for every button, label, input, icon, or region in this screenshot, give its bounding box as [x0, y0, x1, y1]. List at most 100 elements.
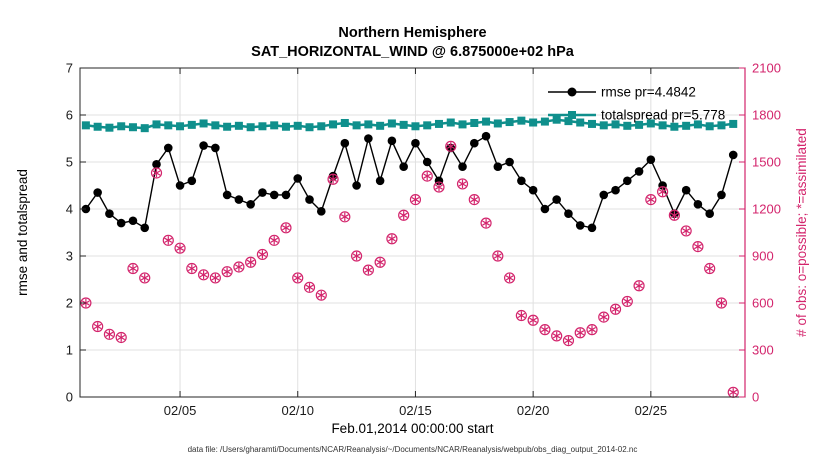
totalspread-marker [81, 121, 90, 130]
obs-marker [256, 248, 269, 261]
x-tick: 02/15 [399, 403, 432, 418]
totalspread-marker [611, 120, 620, 129]
totalspread-marker [234, 121, 243, 130]
totalspread-marker [552, 115, 561, 124]
totalspread-marker [623, 121, 632, 130]
totalspread-marker [564, 117, 573, 126]
totalspread-marker [682, 121, 691, 130]
obs-marker [127, 262, 139, 275]
obs-marker [468, 194, 480, 206]
rmse-marker [611, 185, 620, 195]
obs-marker [186, 262, 198, 275]
obs-marker [668, 209, 680, 221]
obs-marker [574, 327, 586, 339]
rmse-marker [717, 190, 726, 200]
y-tick-right: 1200 [752, 202, 781, 217]
totalspread-marker [387, 119, 396, 128]
totalspread-marker [376, 121, 385, 130]
legend: rmse pr=4.4842 totalspread pr=5.778 [548, 85, 725, 123]
obs-marker [480, 217, 492, 229]
y-tick-right: 1800 [752, 108, 781, 123]
totalspread-marker [352, 121, 361, 130]
rmse-marker [364, 134, 373, 143]
rmse-marker [375, 176, 385, 186]
obs-marker [92, 320, 104, 333]
totalspread-marker [482, 117, 491, 126]
totalspread-marker [434, 119, 443, 128]
y-tick-right: 0 [752, 390, 759, 405]
rmse-marker [493, 162, 503, 171]
obs-marker [515, 309, 527, 322]
totalspread-marker [305, 123, 314, 132]
obs-marker [586, 324, 598, 336]
x-tick: 02/10 [281, 403, 314, 418]
totalspread-marker [199, 119, 208, 128]
obs-marker [645, 194, 657, 206]
y-tick-right: 300 [752, 343, 774, 358]
rmse-marker [540, 204, 550, 214]
obs-marker [398, 209, 410, 221]
totalspread-marker [258, 122, 267, 131]
obs-marker [657, 186, 669, 198]
rmse-marker [634, 167, 644, 176]
obs-marker [609, 303, 622, 315]
totalspread-marker [317, 122, 326, 131]
obs-marker [245, 256, 257, 268]
caption: data file: /Users/gharamti/Documents/NCA… [188, 445, 638, 454]
obs-marker [445, 140, 457, 152]
obs-marker [715, 297, 728, 309]
y-tick-left: 5 [66, 155, 73, 170]
totalspread-marker [505, 118, 514, 127]
totalspread-marker [340, 118, 349, 127]
rmse-marker [517, 176, 526, 186]
rmse-marker [411, 138, 420, 148]
obs-marker [268, 234, 280, 246]
rmse-marker [469, 138, 479, 148]
x-tick: 02/05 [164, 403, 197, 418]
legend-spread-marker [568, 111, 576, 119]
rmse-marker [728, 150, 738, 160]
series-obs [80, 140, 739, 398]
rmse-marker [105, 209, 114, 218]
totalspread-marker [117, 122, 126, 131]
totalspread-marker [540, 117, 549, 126]
obs-marker [197, 269, 210, 281]
rmse-marker [305, 195, 314, 204]
totalspread-marker [105, 123, 114, 132]
obs-marker [386, 233, 398, 245]
y-tick-right: 900 [752, 249, 774, 264]
y-tick-left: 3 [66, 249, 73, 264]
rmse-marker [681, 185, 691, 195]
rmse-marker [399, 162, 408, 171]
totalspread-marker [517, 116, 526, 125]
totalspread-marker [446, 118, 455, 127]
obs-marker [115, 331, 127, 344]
totalspread-marker [364, 120, 373, 129]
rmse-marker [93, 188, 102, 197]
rmse-marker [422, 157, 432, 167]
y-tick-left: 6 [66, 108, 73, 123]
obs-marker [727, 386, 739, 398]
y-tick-right: 2100 [752, 61, 781, 76]
totalspread-marker [717, 121, 726, 130]
y-tick-right: 600 [752, 296, 774, 311]
obs-marker [456, 178, 469, 190]
obs-marker [633, 280, 645, 292]
y-tick-left: 2 [66, 296, 73, 311]
legend-rmse-marker [567, 87, 577, 97]
totalspread-marker [693, 120, 702, 129]
totalspread-marker [729, 119, 738, 128]
obs-marker [598, 311, 610, 323]
chart-title: Northern Hemisphere [338, 25, 486, 41]
plot-area: 0 1 2 3 4 5 6 7 0 300 600 900 1200 1500 1800 2100 02/05 0… [66, 61, 781, 419]
rmse-marker [599, 190, 609, 200]
totalspread-marker [140, 124, 149, 133]
chart-subtitle: SAT_HORIZONTAL_WIND @ 6.875000e+02 hPa [251, 44, 575, 60]
rmse-marker [528, 185, 538, 195]
totalspread-marker [399, 120, 408, 129]
totalspread-marker [529, 118, 538, 127]
totalspread-marker [423, 121, 432, 130]
rmse-marker [564, 209, 573, 218]
obs-marker [209, 272, 221, 284]
